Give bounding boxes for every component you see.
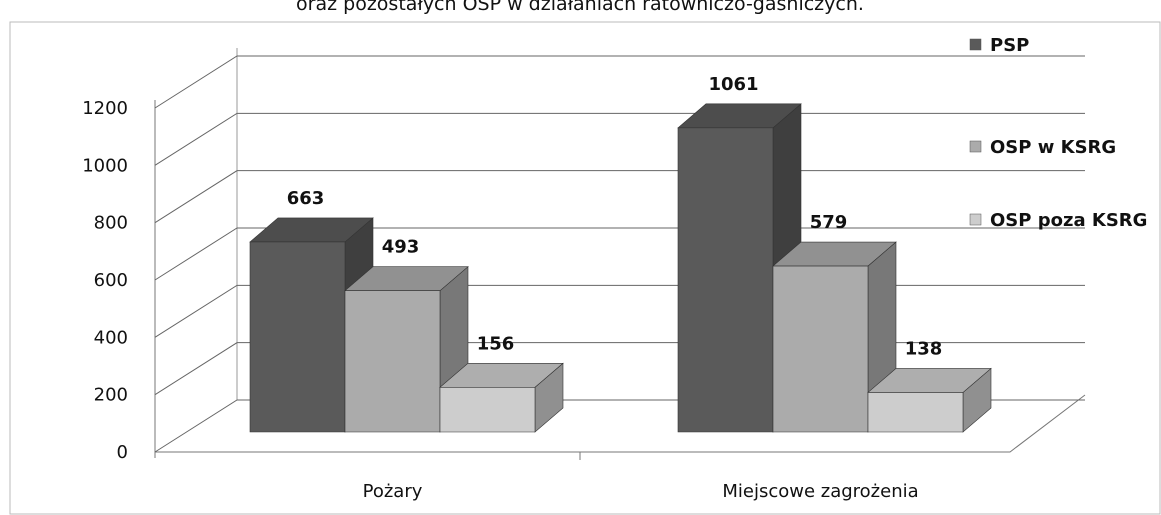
bar-front	[677, 127, 774, 433]
grid-line	[154, 55, 1085, 109]
y-tick-label: 1000	[82, 155, 128, 176]
bar-front	[867, 392, 964, 433]
data-label: 138	[905, 338, 943, 359]
grid-line	[154, 170, 1085, 224]
bar-front	[344, 290, 441, 433]
chart-frame	[9, 21, 1161, 515]
legend-label: PSP	[990, 35, 1029, 56]
legend-label: OSP w KSRG	[990, 137, 1116, 158]
data-label: 579	[810, 212, 848, 233]
grid-line	[154, 112, 1085, 166]
legend-swatch	[969, 38, 982, 51]
x-tick-label: Pożary	[363, 481, 423, 502]
bar-front	[439, 386, 536, 433]
y-tick-label: 600	[94, 270, 128, 291]
y-tick-label: 1200	[82, 98, 128, 119]
chart-title: oraz pozostałych OSP w działaniach ratow…	[296, 0, 864, 15]
x-tick-label: Miejscowe zagrożenia	[722, 481, 918, 502]
bar	[867, 367, 992, 433]
y-tick-label: 400	[94, 327, 128, 348]
data-label: 156	[477, 333, 515, 354]
grid-line	[154, 227, 1085, 281]
bar-front	[772, 265, 869, 433]
data-label: 1061	[708, 74, 758, 95]
legend-swatch	[969, 213, 982, 226]
legend-label: OSP poza KSRG	[990, 210, 1147, 231]
data-label: 493	[382, 237, 420, 258]
data-label: 663	[287, 188, 325, 209]
bar	[439, 362, 564, 433]
bar-front	[249, 241, 346, 433]
y-tick-label: 200	[94, 385, 128, 406]
y-tick-label: 0	[117, 442, 128, 463]
legend-swatch	[969, 140, 982, 153]
y-tick-label: 800	[94, 213, 128, 234]
floor-edge	[155, 394, 1086, 453]
